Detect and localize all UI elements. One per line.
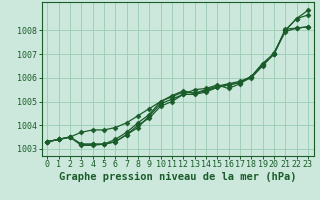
X-axis label: Graphe pression niveau de la mer (hPa): Graphe pression niveau de la mer (hPa) bbox=[59, 172, 296, 182]
